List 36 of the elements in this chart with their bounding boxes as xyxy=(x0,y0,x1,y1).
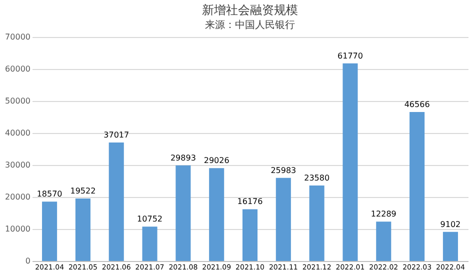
data-label: 12289 xyxy=(370,210,396,219)
data-label: 46566 xyxy=(404,100,430,109)
bar xyxy=(142,226,158,261)
y-tick-label: 40000 xyxy=(5,128,30,138)
y-tick-label: 30000 xyxy=(5,160,30,170)
y-tick-label: 0 xyxy=(25,256,30,266)
data-label: 18570 xyxy=(36,190,62,199)
data-label: 29893 xyxy=(170,153,196,162)
data-label: 37017 xyxy=(104,130,130,140)
bar xyxy=(410,112,425,261)
bar xyxy=(75,198,90,261)
y-tick-label: 50000 xyxy=(5,96,30,106)
data-label: 29026 xyxy=(204,156,230,166)
bar xyxy=(42,202,58,261)
bar xyxy=(376,222,392,261)
y-tick-label: 20000 xyxy=(5,192,30,202)
bar xyxy=(108,142,124,261)
data-label: 19522 xyxy=(70,186,96,196)
chart-title: 新增社会融资规模 xyxy=(202,3,298,17)
data-label: 23580 xyxy=(304,174,330,183)
bar xyxy=(442,232,458,261)
chart-subtitle: 来源：中国人民银行 xyxy=(205,19,295,31)
bar xyxy=(242,209,258,261)
y-tick-label: 70000 xyxy=(5,32,30,42)
bar xyxy=(342,63,358,261)
bar xyxy=(309,186,324,261)
data-label: 61770 xyxy=(338,51,363,60)
y-tick-label: 10000 xyxy=(5,224,30,234)
bar xyxy=(176,165,191,261)
data-label: 10752 xyxy=(137,214,162,224)
y-tick-label: 60000 xyxy=(5,64,30,74)
data-label: 9102 xyxy=(440,220,461,229)
data-label: 16176 xyxy=(237,197,263,206)
bar xyxy=(209,168,224,261)
bar xyxy=(276,178,291,261)
data-label: 25983 xyxy=(270,166,296,175)
